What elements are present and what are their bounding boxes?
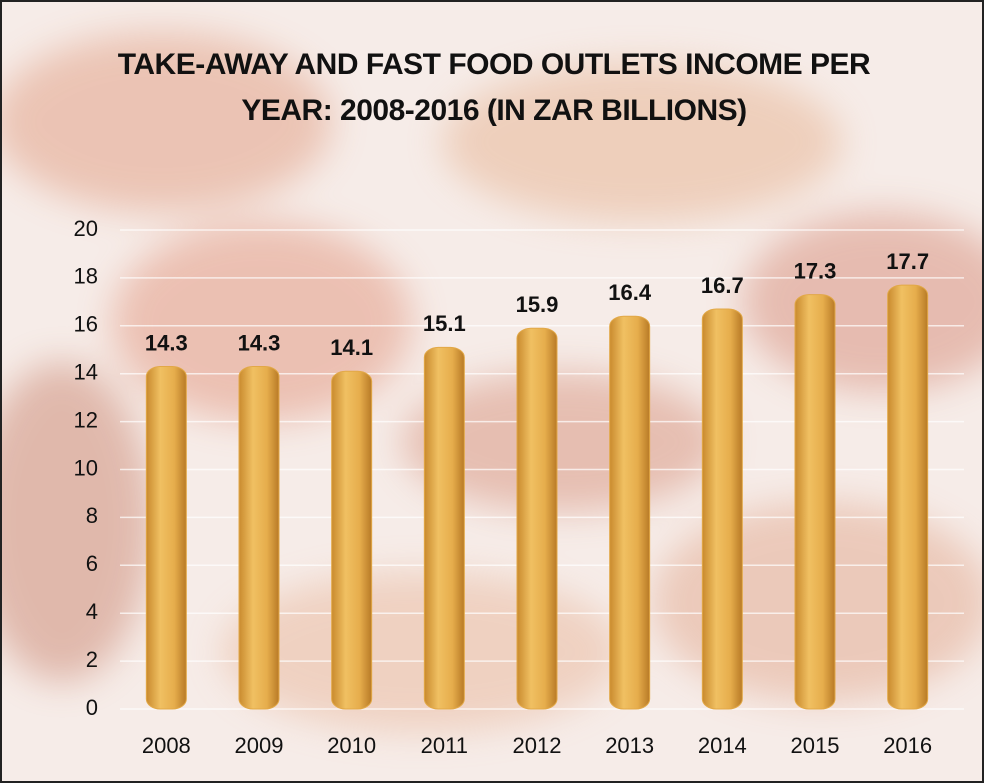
y-tick-label: 12 [74, 407, 98, 432]
bar [423, 346, 465, 710]
x-tick-label: 2009 [235, 733, 284, 758]
data-label: 16.4 [608, 280, 652, 305]
bar [794, 294, 836, 710]
chart-title: TAKE-AWAY AND FAST FOOD OUTLETS INCOME P… [117, 48, 871, 127]
bar [238, 366, 280, 710]
data-label: 15.1 [423, 311, 466, 336]
y-tick-label: 10 [74, 455, 98, 480]
y-tick-label: 4 [86, 599, 98, 624]
data-label: 14.3 [145, 330, 188, 355]
data-label: 17.3 [794, 258, 837, 283]
bar [887, 284, 929, 710]
bar [145, 366, 187, 710]
data-label: 14.1 [330, 335, 373, 360]
x-tick-label: 2010 [327, 733, 376, 758]
y-tick-label: 8 [86, 503, 98, 528]
bar [516, 327, 558, 710]
bar [331, 370, 373, 710]
x-tick-label: 2011 [421, 733, 468, 758]
data-label: 17.7 [886, 249, 929, 274]
bar [701, 308, 743, 710]
x-tick-label: 2008 [142, 733, 191, 758]
y-tick-label: 2 [86, 647, 98, 672]
data-label: 15.9 [516, 292, 559, 317]
y-tick-label: 6 [86, 551, 98, 576]
data-label: 16.7 [701, 273, 744, 298]
x-tick-label: 2014 [698, 733, 747, 758]
y-tick-label: 14 [74, 360, 98, 385]
x-tick-label: 2016 [883, 733, 932, 758]
y-tick-label: 0 [86, 695, 98, 720]
x-tick-label: 2015 [791, 733, 840, 758]
x-tick-label: 2012 [513, 733, 562, 758]
y-tick-label: 16 [74, 312, 98, 337]
bar [609, 315, 651, 710]
data-label: 14.3 [238, 330, 281, 355]
x-tick-label: 2013 [605, 733, 654, 758]
y-tick-label: 20 [74, 216, 98, 241]
y-tick-label: 18 [74, 264, 98, 289]
